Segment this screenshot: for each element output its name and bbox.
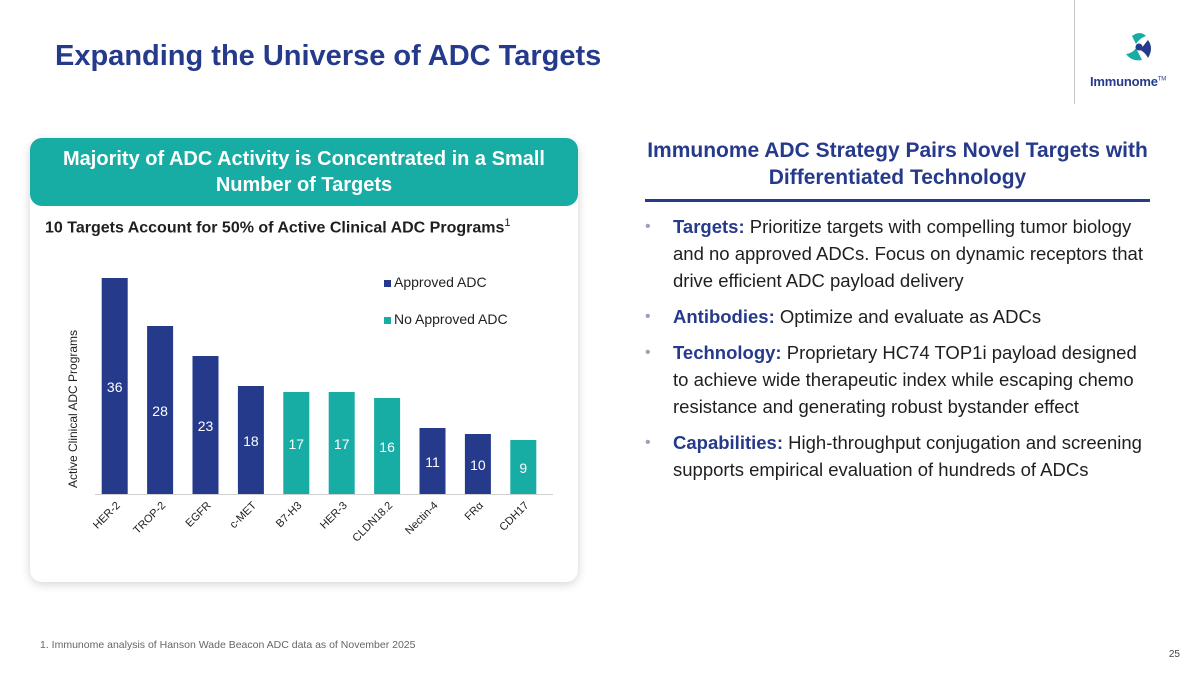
bullet-capabilities: • Capabilities: High-throughput conjugati… [645,432,1142,480]
tick-label: CDH17 [497,500,531,534]
bar-CLDN18.2 [374,398,401,494]
tick-label: EGFR [184,500,214,530]
tick-label: CLDN18.2 [350,500,395,545]
legend-label: Approved ADC [394,274,487,290]
bullet-antibodies: • Antibodies: Optimize and evaluate as AD… [645,306,1042,327]
right-heading: Immunome ADC Strategy Pairs Novel Target… [647,139,1148,189]
tick-label: B7-H3 [274,500,305,531]
logo-mark-icon [1126,33,1151,61]
data-label: 17 [289,436,305,452]
immunome-logo: ImmunomeTM [1088,28,1188,98]
page-title: Expanding the Universe of ADC Targets [55,40,602,72]
footnote: 1. Immunome analysis of Hanson Wade Beac… [40,639,416,651]
tick-label: HER-2 [91,500,123,532]
legend-label: No Approved ADC [394,311,508,327]
data-label: 10 [470,457,486,473]
tick-label: FRα [463,499,487,523]
bar-CDH17 [510,440,537,494]
bullet-targets: • Targets: Prioritize targets with compel… [645,216,1143,291]
page-number: 25 [1168,649,1180,660]
bar-c-MET [237,386,264,494]
tick-label: HER-3 [318,500,350,532]
data-label: 23 [198,418,214,434]
bar-HER-3 [328,392,355,494]
bar-HER-2 [101,278,128,494]
strategy-bullets: • Targets: Prioritize targets with compel… [645,213,1150,492]
tick-label: Nectin-4 [403,500,440,537]
legend-swatch [384,280,391,287]
data-label: 28 [152,403,168,419]
bar-Nectin-4 [419,428,446,494]
bar-FRα [464,434,491,494]
data-label: 11 [425,454,440,470]
bar-TROP-2 [147,326,174,494]
y-axis-label: Active Clinical ADC Programs [66,330,80,488]
left-panel-header: Majority of ADC Activity is Concentrated… [30,138,578,206]
data-label: 9 [519,460,527,476]
legend-swatch [384,317,391,324]
data-label: 36 [107,379,123,395]
header-divider [1074,0,1075,104]
bar-EGFR [192,356,219,494]
chart-title: 10 Targets Account for 50% of Active Cli… [45,217,511,237]
data-label: 17 [334,436,350,452]
right-heading-rule [645,199,1150,202]
data-label: 16 [379,439,395,455]
logo-wordmark: ImmunomeTM [1090,74,1167,89]
data-label: 18 [243,433,259,449]
bar-B7-H3 [283,392,310,494]
tick-label: TROP-2 [131,500,168,537]
tick-label: c-MET [228,499,260,531]
bar-chart: Active Clinical ADC Programs 36 HER-2 28 TRO… [66,274,553,545]
bullet-technology: • Technology: Proprietary HC74 TOP1i payl… [645,342,1137,417]
